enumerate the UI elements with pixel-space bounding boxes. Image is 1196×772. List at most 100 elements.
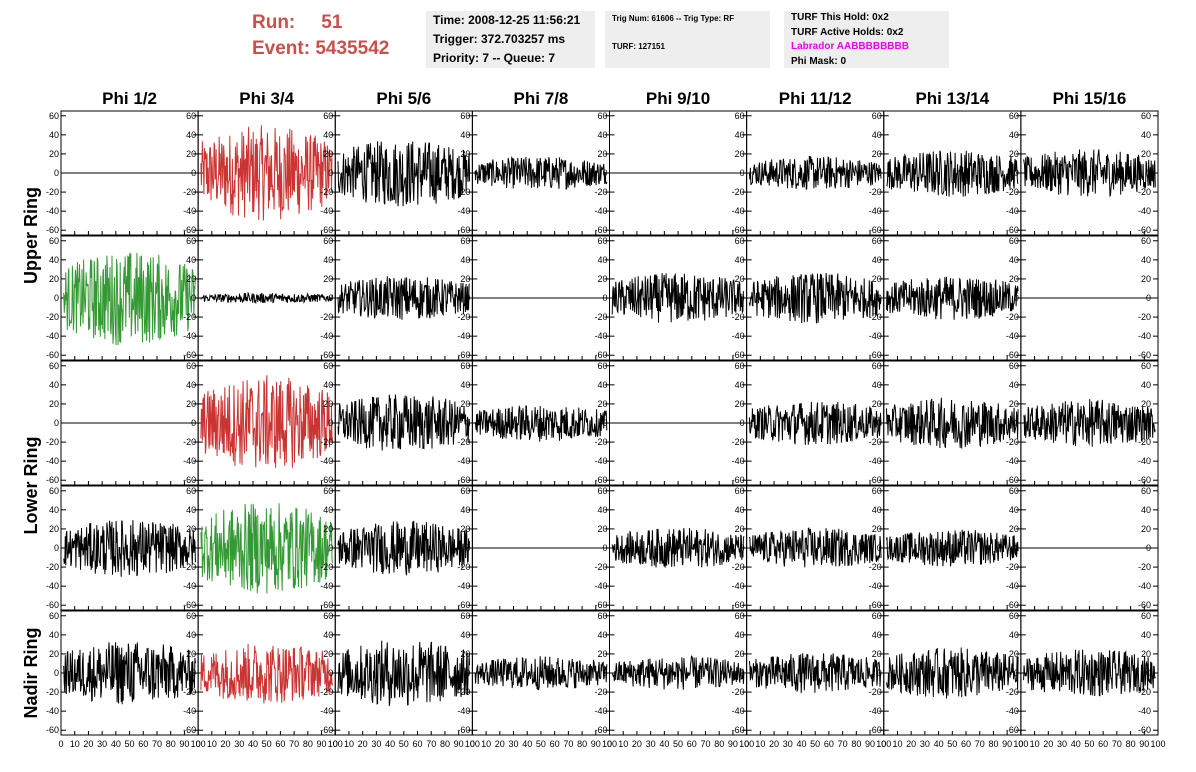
y-tick-label: 0	[465, 168, 470, 178]
y-tick-label: -20	[457, 437, 470, 447]
y-tick-label: 20	[1141, 399, 1151, 409]
y-tick-label: -40	[869, 331, 882, 341]
y-tick-label: 60	[186, 111, 196, 121]
x-tick-label: 90	[179, 739, 189, 749]
y-tick-label: -40	[594, 581, 607, 591]
y-tick-label: -40	[1138, 456, 1151, 466]
column-title: Phi 13/14	[915, 89, 989, 108]
y-tick-label: -20	[46, 437, 59, 447]
y-tick-label: 40	[1009, 505, 1019, 515]
x-tick-label: 40	[934, 739, 944, 749]
y-tick-label: -20	[457, 312, 470, 322]
y-tick-label: -20	[594, 687, 607, 697]
y-tick-label: 60	[186, 611, 196, 621]
y-tick-label: 20	[1141, 274, 1151, 284]
y-tick-label: -60	[457, 475, 470, 485]
time-text: Time: 2008-12-25 11:56:21	[433, 13, 581, 27]
x-tick-label: 80	[166, 739, 176, 749]
y-tick-label: 40	[597, 380, 607, 390]
y-tick-label: 20	[49, 274, 59, 284]
y-tick-label: -60	[320, 475, 333, 485]
y-tick-label: -20	[46, 187, 59, 197]
x-tick-label: 50	[399, 739, 409, 749]
y-tick-label: -20	[1138, 187, 1151, 197]
y-tick-label: 40	[872, 380, 882, 390]
y-tick-label: 20	[1141, 149, 1151, 159]
y-tick-label: 0	[877, 543, 882, 553]
run-line: Run: 51	[252, 10, 422, 36]
y-tick-label: -20	[457, 187, 470, 197]
y-tick-label: 40	[1009, 130, 1019, 140]
y-tick-label: 40	[460, 505, 470, 515]
y-tick-label: 40	[186, 505, 196, 515]
trigger-info-panel: Trig Num: 61606 -- Trig Type: RF TURF: 1…	[605, 11, 770, 68]
x-tick-label: 80	[851, 739, 861, 749]
turf-active-holds-text: TURF Active Holds: 0x2	[791, 26, 904, 38]
ring-label: Nadir Ring	[21, 627, 41, 718]
y-tick-label: -20	[1138, 312, 1151, 322]
y-tick-label: -20	[320, 187, 333, 197]
y-tick-label: -40	[1138, 706, 1151, 716]
time-info-panel: Time: 2008-12-25 11:56:21 Trigger: 372.7…	[426, 11, 595, 68]
y-tick-label: 60	[735, 236, 745, 246]
waveform-trace	[474, 404, 608, 442]
y-tick-label: 40	[186, 130, 196, 140]
y-tick-label: 0	[191, 418, 196, 428]
x-tick-label: 30	[783, 739, 793, 749]
y-tick-label: -40	[457, 331, 470, 341]
y-tick-label: 60	[1009, 361, 1019, 371]
x-tick-label: 30	[371, 739, 381, 749]
waveform-trace	[337, 520, 471, 576]
waveform-trace	[1023, 149, 1156, 198]
y-tick-label: 60	[49, 486, 59, 496]
y-tick-label: 0	[54, 418, 59, 428]
y-tick-label: -60	[869, 350, 882, 360]
y-tick-label: 60	[186, 486, 196, 496]
turf-info-panel: TURF This Hold: 0x2 TURF Active Holds: 0…	[784, 11, 949, 68]
y-tick-label: 20	[1009, 149, 1019, 159]
priority-text: Priority: 7 -- Queue: 7	[433, 51, 556, 65]
x-tick-label: 100	[1150, 739, 1165, 749]
y-tick-label: 0	[1014, 668, 1019, 678]
y-tick-label: -60	[594, 350, 607, 360]
y-tick-label: 20	[735, 274, 745, 284]
y-tick-label: 60	[460, 611, 470, 621]
y-tick-label: -20	[869, 562, 882, 572]
x-tick-label: 70	[700, 739, 710, 749]
y-tick-label: -60	[457, 725, 470, 735]
x-tick-label: 20	[358, 739, 368, 749]
y-tick-label: 40	[1009, 380, 1019, 390]
x-tick-label: 70	[838, 739, 848, 749]
y-tick-label: 40	[735, 505, 745, 515]
y-tick-label: 20	[597, 649, 607, 659]
y-tick-label: -20	[183, 687, 196, 697]
y-tick-label: -60	[732, 475, 745, 485]
x-tick-label: 10	[344, 739, 354, 749]
x-tick-label: 70	[975, 739, 985, 749]
waveform-trace	[337, 394, 471, 451]
y-tick-label: -20	[457, 687, 470, 697]
y-tick-label: 20	[1141, 524, 1151, 534]
y-tick-label: 0	[877, 168, 882, 178]
waveform-trace	[200, 643, 333, 704]
y-tick-label: 0	[1014, 418, 1019, 428]
y-tick-label: 0	[328, 668, 333, 678]
y-tick-label: 40	[735, 380, 745, 390]
waveform-trace	[1023, 399, 1156, 447]
x-tick-label: 30	[97, 739, 107, 749]
y-tick-label: 20	[323, 524, 333, 534]
y-tick-label: -20	[320, 687, 333, 697]
x-tick-label: 20	[1043, 739, 1053, 749]
y-tick-label: 0	[328, 293, 333, 303]
y-tick-label: 60	[597, 111, 607, 121]
y-tick-label: 0	[54, 293, 59, 303]
x-tick-label: 40	[385, 739, 395, 749]
y-tick-label: -40	[320, 456, 333, 466]
y-tick-label: -60	[46, 225, 59, 235]
y-tick-label: 40	[49, 505, 59, 515]
x-tick-label: 100	[191, 739, 206, 749]
y-tick-label: -60	[1138, 350, 1151, 360]
waveform-trace	[200, 291, 333, 305]
x-tick-label: 90	[317, 739, 327, 749]
y-tick-label: 0	[465, 418, 470, 428]
